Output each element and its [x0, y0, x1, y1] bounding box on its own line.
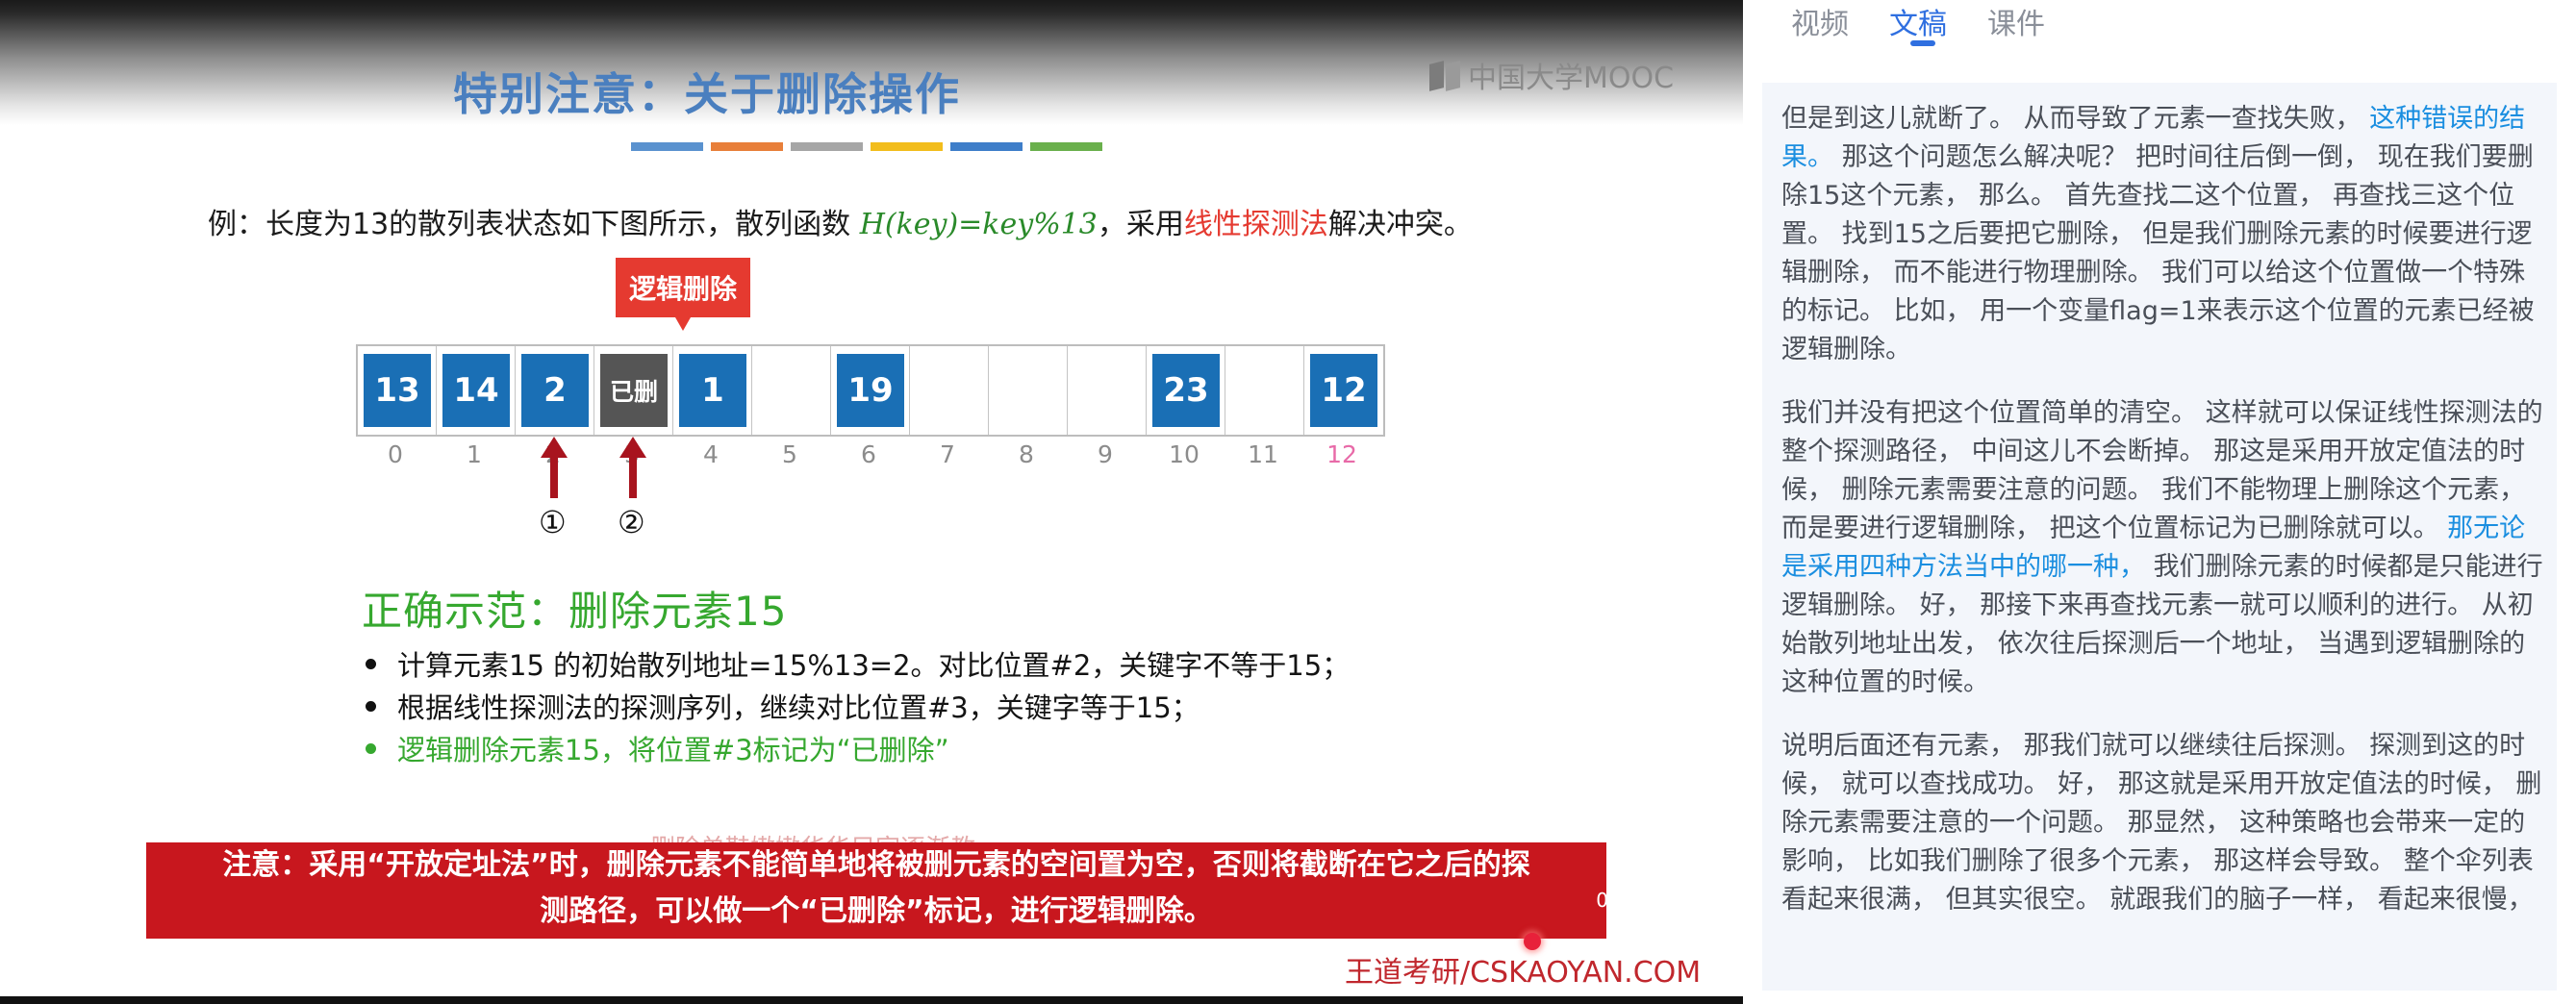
hash-index-label: 4 [703, 440, 719, 468]
method-name: 线性探测法 [1183, 208, 1328, 241]
hash-cell [752, 346, 831, 435]
tab-label: 视频 [1791, 8, 1849, 41]
hash-cell-value: 12 [1310, 354, 1377, 427]
side-panel: 视频 文稿 课件 但是到这儿就断了。 从而导致了元素一查找失败， 这种错误的结果… [1743, 0, 2576, 1004]
title-color-bar [871, 142, 943, 151]
arrow-up-icon [541, 437, 568, 498]
note-line-1: 注意：采用“开放定址法”时，删除元素不能简单地将被删元素的空间置为空，否则将截断… [222, 848, 1530, 882]
bullet-text: 根据线性探测法的探测序列，继续对比位置#3，关键字等于15； [397, 691, 1200, 724]
hash-cell: 23 [1147, 346, 1225, 435]
watermark: 王道考研/CSKAOYAN.COM [1345, 956, 1702, 990]
title-color-bars [631, 142, 1102, 151]
hash-index-label: 8 [1019, 440, 1034, 468]
transcript-paragraph: 我们并没有把这个位置简单的清空。 这样就可以保证线性探测法的整个探测路径， 中间… [1781, 394, 2549, 702]
section-heading: 正确示范：删除元素15 [362, 588, 788, 635]
hash-cell-value: 13 [364, 354, 431, 427]
bullet-text: 计算元素15 的初始散列地址=15%13=2。对比位置#2，关键字不等于15； [397, 649, 1351, 682]
bullet-dot-icon [366, 658, 376, 669]
note-line-2: 测路径，可以做一个“已删除”标记，进行逻辑删除。 [540, 894, 1213, 928]
laser-pointer-icon [1524, 933, 1541, 950]
note-suffix: 0 [1596, 889, 1608, 912]
example-suffix: 解决冲突。 [1327, 208, 1473, 241]
transcript-panel[interactable]: 但是到这儿就断了。 从而导致了元素一查找失败， 这种错误的结果。 那这个问题怎么… [1762, 83, 2557, 991]
video-bottom-bar [0, 996, 1743, 1004]
hash-cell-value: 2 [521, 354, 589, 427]
callout-label: 逻辑删除 [628, 273, 737, 305]
hash-cell [910, 346, 989, 435]
hash-index-label: 7 [940, 440, 955, 468]
transcript-text: 那这个问题怎么解决呢？ 把时间往后倒一倒， 现在我们要删除15这个元素， 那么。… [1781, 142, 2535, 364]
logical-delete-callout: 逻辑删除 [616, 258, 750, 331]
hash-cell-value: 已删 [600, 354, 668, 427]
bullet-dot-icon [366, 742, 376, 754]
title-color-bar [711, 142, 783, 151]
bullet-dot-icon [366, 700, 376, 712]
transcript-text: 我们并没有把这个位置简单的清空。 这样就可以保证线性探测法的整个探测路径， 中间… [1781, 398, 2543, 543]
bullet-item: 根据线性探测法的探测序列，继续对比位置#3，关键字等于15； [362, 685, 1350, 727]
transcript-paragraph: 但是到这儿就断了。 从而导致了元素一查找失败， 这种错误的结果。 那这个问题怎么… [1781, 100, 2549, 369]
hash-cell [989, 346, 1068, 435]
hash-cell [1068, 346, 1147, 435]
hash-index-label: 9 [1098, 440, 1113, 468]
tab-label: 文稿 [1889, 8, 1947, 41]
arrow-up-icon [619, 437, 646, 498]
hash-index-label: 0 [388, 440, 403, 468]
example-middle: ，采用 [1097, 208, 1184, 241]
panel-tabs: 视频 文稿 课件 [1791, 0, 2045, 46]
warning-note: 注意：采用“开放定址法”时，删除元素不能简单地将被删元素的空间置为空，否则将截断… [146, 842, 1608, 939]
hash-cell-value: 23 [1152, 354, 1220, 427]
tab-video[interactable]: 视频 [1791, 0, 1849, 42]
tab-label: 课件 [1987, 8, 2045, 41]
bullet-list: 计算元素15 的初始散列地址=15%13=2。对比位置#2，关键字不等于15； … [362, 642, 1350, 769]
hash-cell: 14 [437, 346, 516, 435]
bullet-item: 逻辑删除元素15，将位置#3标记为“已删除” [362, 727, 1350, 769]
title-color-bar [950, 142, 1023, 151]
title-color-bar [791, 142, 863, 151]
hash-index-label: 11 [1248, 440, 1278, 468]
transcript-highlight[interactable]: 这种错误的结果。 [1781, 104, 2526, 172]
tab-courseware[interactable]: 课件 [1987, 0, 2045, 42]
tab-transcript[interactable]: 文稿 [1889, 0, 1947, 46]
transcript-text: 说明后面还有元素， 那我们就可以继续往后探测。 探测到这的时候， 就可以查找成功… [1781, 731, 2542, 915]
hash-cell-value: 19 [837, 354, 904, 427]
callout-pointer [675, 317, 691, 331]
hash-index-label: 12 [1326, 440, 1357, 468]
transcript-text: 但是到这儿就断了。 从而导致了元素一查找失败， [1781, 104, 2370, 134]
hash-cell: 2 [516, 346, 594, 435]
transcript-highlight[interactable]: 那无论是采用四种方法当中的哪一种， [1781, 514, 2526, 582]
hash-cell-value: 1 [679, 354, 746, 427]
hash-index-label: 5 [782, 440, 797, 468]
hash-table: 13 14 2 已删 1 19 23 12 [356, 344, 1385, 437]
example-prefix: 例：长度为13的散列表状态如下图所示，散列函数 [208, 208, 860, 241]
hash-cell: 1 [673, 346, 752, 435]
active-tab-indicator [1910, 40, 1935, 46]
hash-cell: 已删 [594, 346, 673, 435]
hash-cell: 12 [1304, 346, 1383, 435]
example-text: 例：长度为13的散列表状态如下图所示，散列函数 H(key)=key%13，采用… [208, 200, 1473, 242]
mooc-logo-text: 中国大学MOOC [1468, 62, 1675, 95]
mooc-logo: 中国大学MOOC [1429, 54, 1674, 96]
marker-1: ① [539, 504, 567, 540]
hash-index-label: 1 [467, 440, 482, 468]
hash-cell: 13 [358, 346, 437, 435]
bullet-item: 计算元素15 的初始散列地址=15%13=2。对比位置#2，关键字不等于15； [362, 642, 1350, 685]
title-color-bar [1030, 142, 1102, 151]
video-player[interactable]: 中国大学MOOC 特别注意：关于删除操作 例：长度为13的散列表状态如下图所示，… [0, 0, 1743, 1004]
mooc-logo-icon [1429, 61, 1462, 91]
hash-cell: 19 [831, 346, 910, 435]
hash-index-label: 10 [1169, 440, 1200, 468]
slide-title: 特别注意：关于删除操作 [453, 68, 961, 120]
hash-cell [1225, 346, 1304, 435]
marker-2: ② [618, 504, 645, 540]
transcript-paragraph: 说明后面还有元素， 那我们就可以继续往后探测。 探测到这的时候， 就可以查找成功… [1781, 727, 2549, 919]
hash-table-indices: 0 1 2 3 4 5 6 7 8 9 10 11 12 [356, 440, 1385, 468]
title-color-bar [631, 142, 703, 151]
hash-index-label: 6 [861, 440, 876, 468]
bullet-text: 逻辑删除元素15，将位置#3标记为“已删除” [397, 734, 949, 766]
hash-function: H(key)=key%13 [859, 208, 1098, 241]
transcript-text: 我们删除元素的时候都是只能进行逻辑删除。 好， 那接下来再查找元素一就可以顺利的… [1781, 552, 2543, 697]
hash-cell-value: 14 [442, 354, 510, 427]
